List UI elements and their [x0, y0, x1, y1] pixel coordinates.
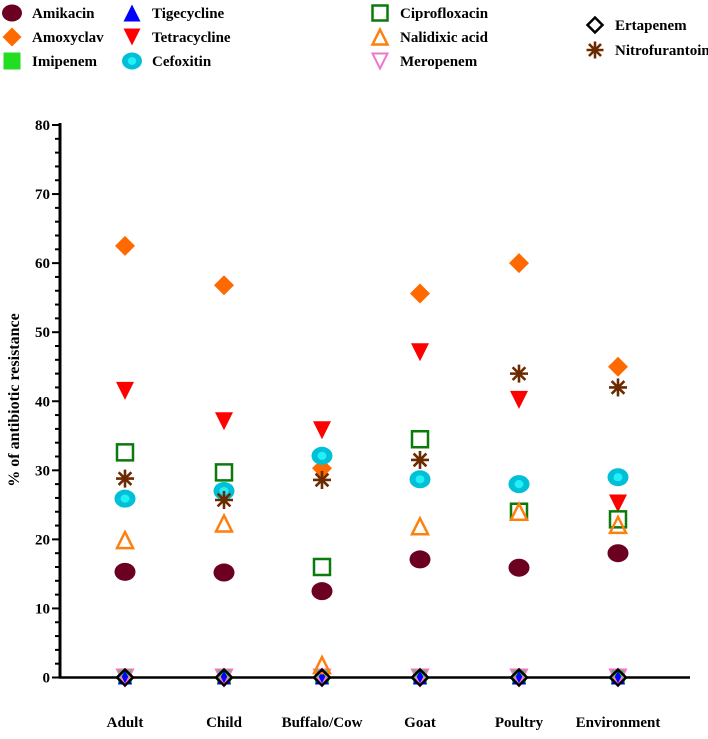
- data-point: [313, 471, 331, 489]
- x-tick-label: Child: [206, 715, 243, 731]
- legend-marker-icon: [373, 6, 388, 21]
- data-point: [410, 550, 431, 568]
- data-point: [214, 564, 235, 582]
- legend-item: Amoxyclav: [3, 28, 105, 47]
- y-tick-label: 70: [35, 187, 50, 203]
- y-axis-label: % of antibiotic resistance: [6, 313, 23, 486]
- legend-label: Tigecycline: [152, 6, 225, 22]
- legend-label: Amoxyclav: [32, 30, 104, 46]
- data-point: [215, 412, 233, 430]
- legend-marker-icon: [373, 54, 388, 69]
- legend-marker-icon: [588, 18, 603, 33]
- data-point: [410, 470, 431, 488]
- x-tick-label: Environment: [576, 715, 661, 731]
- legend-label: Amikacin: [32, 6, 95, 22]
- data-point: [115, 236, 135, 256]
- legend-label: Nalidixic acid: [400, 30, 489, 46]
- y-tick-label: 20: [35, 532, 50, 548]
- data-point: [510, 391, 528, 409]
- data-point: [510, 365, 528, 383]
- x-tick-label: Buffalo/Cow: [282, 715, 363, 731]
- legend-marker-icon: [373, 30, 388, 45]
- legend-marker-icon: [4, 53, 21, 70]
- legend-label: Ciprofloxacin: [400, 6, 489, 22]
- data-point: [608, 544, 629, 562]
- data-point: [509, 475, 530, 493]
- series-nitrofurantoin: [116, 365, 627, 509]
- axes: 0 10 20 30 40 50 60 70 80 Adult Child Buffalo/Cow Go…: [35, 118, 690, 731]
- legend-label: Nitrofurantoin: [615, 43, 708, 59]
- y-tick-label: 10: [35, 601, 50, 617]
- data-point: [115, 563, 136, 581]
- legend-label: Meropenem: [400, 54, 478, 70]
- data-point: [312, 447, 333, 465]
- legend-marker-icon: [122, 53, 142, 70]
- data-points: [115, 236, 629, 686]
- legend: Amikacin Amoxyclav Imipenem Tigecycline Tetr…: [2, 5, 708, 71]
- data-point: [314, 559, 330, 575]
- x-tick-label: Goat: [404, 715, 436, 731]
- data-point: [410, 284, 430, 304]
- data-point: [312, 582, 333, 600]
- x-tick-label: Adult: [107, 715, 144, 731]
- data-point: [511, 504, 527, 520]
- data-point: [116, 470, 134, 488]
- data-point: [412, 431, 428, 447]
- legend-label: Ertapenem: [615, 18, 687, 34]
- y-tick-label: 50: [35, 325, 50, 341]
- y-tick-label: 40: [35, 394, 50, 410]
- data-point: [215, 491, 233, 509]
- legend-item: Meropenem: [373, 54, 478, 71]
- data-point: [117, 532, 133, 548]
- legend-item: Tetracycline: [124, 29, 231, 47]
- data-point: [117, 444, 133, 460]
- data-point: [412, 518, 428, 534]
- x-tick-label: Poultry: [495, 715, 544, 731]
- y-tick-label: 80: [35, 118, 50, 134]
- legend-marker-icon: [124, 5, 141, 22]
- series-nalidixic-acid: [117, 504, 626, 673]
- legend-marker-icon: [3, 28, 22, 47]
- legend-item: Imipenem: [4, 53, 98, 71]
- legend-item: Ertapenem: [588, 18, 688, 35]
- data-point: [116, 382, 134, 400]
- data-point: [411, 343, 429, 361]
- legend-item: Tigecycline: [124, 5, 225, 23]
- legend-marker-icon: [587, 42, 604, 59]
- data-point: [216, 464, 232, 480]
- legend-item: Nalidixic acid: [373, 30, 489, 47]
- data-point: [509, 559, 530, 577]
- series-tetracycline: [116, 343, 627, 512]
- legend-label: Cefoxitin: [152, 54, 212, 70]
- data-point: [509, 253, 529, 273]
- legend-item: Ciprofloxacin: [373, 6, 489, 23]
- series-cefoxitin: [115, 447, 629, 508]
- data-point: [609, 378, 627, 396]
- legend-label: Tetracycline: [152, 30, 231, 46]
- y-tick-label: 30: [35, 463, 50, 479]
- legend-item: Cefoxitin: [122, 53, 212, 71]
- data-point: [608, 468, 629, 486]
- legend-label: Imipenem: [32, 54, 98, 70]
- y-tick-label: 60: [35, 256, 50, 272]
- series-ciprofloxacin: [117, 431, 626, 575]
- series-amoxyclav: [115, 236, 628, 478]
- data-point: [214, 275, 234, 295]
- data-point: [608, 357, 628, 377]
- data-point: [609, 494, 627, 512]
- series-amikacin: [115, 544, 629, 600]
- legend-item: Amikacin: [2, 5, 95, 23]
- legend-item: Nitrofurantoin: [587, 42, 708, 60]
- legend-marker-icon: [124, 29, 141, 46]
- legend-marker-icon: [2, 5, 22, 22]
- data-point: [115, 490, 136, 508]
- data-point: [610, 517, 626, 533]
- data-point: [216, 515, 232, 531]
- y-tick-label: 0: [43, 671, 51, 687]
- data-point: [411, 451, 429, 469]
- data-point: [313, 421, 331, 439]
